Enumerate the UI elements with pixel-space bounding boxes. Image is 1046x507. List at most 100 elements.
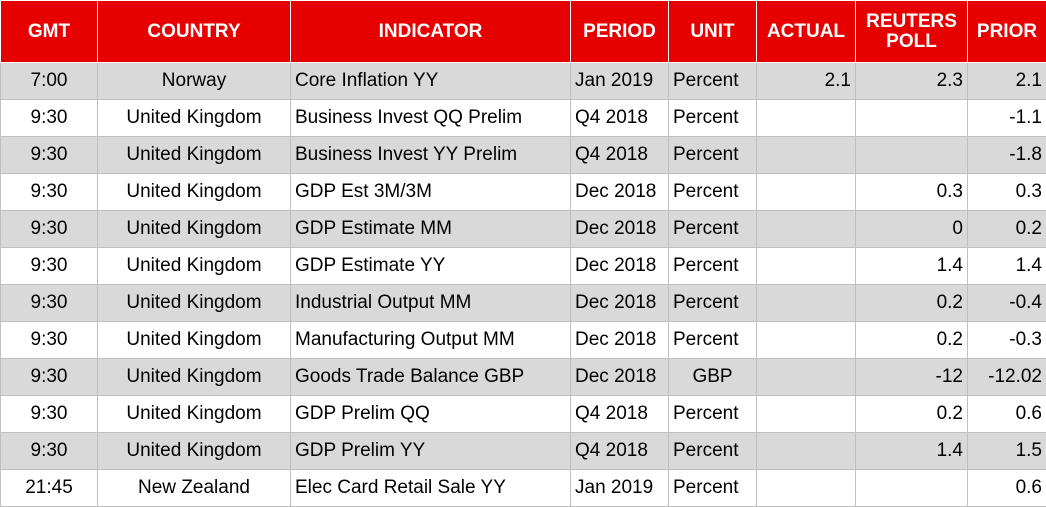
column-header: INDICATOR: [291, 1, 571, 63]
table-cell: 0.2: [856, 285, 968, 322]
table-cell: 9:30: [1, 396, 98, 433]
table-cell: [757, 248, 856, 285]
table-cell: Dec 2018: [571, 322, 669, 359]
table-cell: 7:00: [1, 63, 98, 100]
table-cell: GDP Estimate YY: [291, 248, 571, 285]
table-cell: Jan 2019: [571, 63, 669, 100]
table-cell: 0.3: [968, 174, 1046, 211]
table-cell: Percent: [669, 285, 757, 322]
table-cell: 0.2: [856, 396, 968, 433]
table-cell: [757, 433, 856, 470]
table-cell: 9:30: [1, 137, 98, 174]
table-cell: -12.02: [968, 359, 1046, 396]
table-cell: Dec 2018: [571, 248, 669, 285]
table-cell: Industrial Output MM: [291, 285, 571, 322]
table-cell: Dec 2018: [571, 174, 669, 211]
table-cell: [757, 174, 856, 211]
table-cell: 9:30: [1, 285, 98, 322]
table-cell: [757, 285, 856, 322]
table-cell: Percent: [669, 63, 757, 100]
table-cell: 0: [856, 211, 968, 248]
table-cell: Percent: [669, 211, 757, 248]
table-cell: 1.4: [856, 248, 968, 285]
table-cell: 0.6: [968, 396, 1046, 433]
table-cell: Percent: [669, 396, 757, 433]
column-header: GMT: [1, 1, 98, 63]
table-cell: Dec 2018: [571, 211, 669, 248]
table-cell: Percent: [669, 137, 757, 174]
table-cell: 2.1: [757, 63, 856, 100]
table-cell: 9:30: [1, 174, 98, 211]
table-cell: New Zealand: [98, 470, 291, 507]
table-cell: 21:45: [1, 470, 98, 507]
table-cell: GDP Prelim YY: [291, 433, 571, 470]
table-cell: 9:30: [1, 359, 98, 396]
table-cell: Norway: [98, 63, 291, 100]
table-cell: [757, 470, 856, 507]
table-cell: GDP Est 3M/3M: [291, 174, 571, 211]
table-cell: [757, 396, 856, 433]
table-cell: Core Inflation YY: [291, 63, 571, 100]
table-cell: 1.4: [856, 433, 968, 470]
table-cell: Percent: [669, 174, 757, 211]
table-cell: [757, 137, 856, 174]
column-header: PERIOD: [571, 1, 669, 63]
table-cell: Percent: [669, 248, 757, 285]
table-cell: United Kingdom: [98, 322, 291, 359]
table-cell: [856, 137, 968, 174]
table-cell: United Kingdom: [98, 433, 291, 470]
table-cell: Percent: [669, 322, 757, 359]
table-cell: Business Invest YY Prelim: [291, 137, 571, 174]
table-cell: Q4 2018: [571, 433, 669, 470]
table-cell: [856, 100, 968, 137]
table-cell: 1.5: [968, 433, 1046, 470]
table-cell: 0.2: [968, 211, 1046, 248]
table-cell: GDP Prelim QQ: [291, 396, 571, 433]
table-cell: United Kingdom: [98, 137, 291, 174]
table-cell: 1.4: [968, 248, 1046, 285]
table-cell: Business Invest QQ Prelim: [291, 100, 571, 137]
table-cell: [757, 322, 856, 359]
table-cell: United Kingdom: [98, 285, 291, 322]
table-cell: [757, 359, 856, 396]
table-cell: United Kingdom: [98, 396, 291, 433]
table-cell: United Kingdom: [98, 174, 291, 211]
table-cell: -1.1: [968, 100, 1046, 137]
table-cell: Dec 2018: [571, 285, 669, 322]
table-cell: 9:30: [1, 100, 98, 137]
table-cell: -0.3: [968, 322, 1046, 359]
table-cell: 9:30: [1, 248, 98, 285]
table-cell: -0.4: [968, 285, 1046, 322]
column-header: ACTUAL: [757, 1, 856, 63]
table-cell: -1.8: [968, 137, 1046, 174]
table-cell: Q4 2018: [571, 100, 669, 137]
table-cell: United Kingdom: [98, 100, 291, 137]
table-cell: Percent: [669, 470, 757, 507]
table-cell: -12: [856, 359, 968, 396]
column-header: UNIT: [669, 1, 757, 63]
table-cell: GBP: [669, 359, 757, 396]
table-cell: United Kingdom: [98, 211, 291, 248]
table-cell: 0.2: [856, 322, 968, 359]
table-cell: [757, 211, 856, 248]
table-cell: Percent: [669, 433, 757, 470]
table-cell: [757, 100, 856, 137]
table-cell: Dec 2018: [571, 359, 669, 396]
column-header: REUTERS POLL: [856, 1, 968, 63]
table-cell: Q4 2018: [571, 137, 669, 174]
table-cell: 0.3: [856, 174, 968, 211]
table-cell: GDP Estimate MM: [291, 211, 571, 248]
table-cell: 9:30: [1, 322, 98, 359]
table-cell: 2.3: [856, 63, 968, 100]
